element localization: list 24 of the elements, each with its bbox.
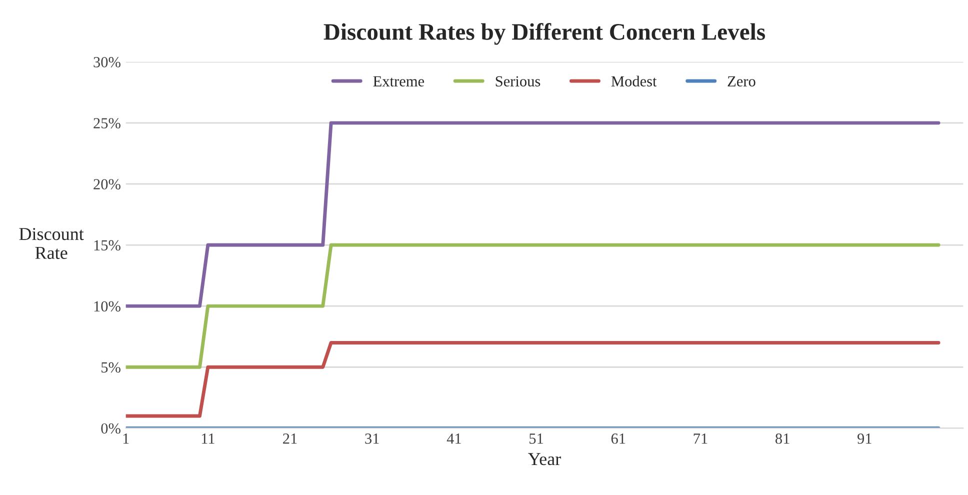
chart-title: Discount Rates by Different Concern Levels (324, 23, 766, 45)
legend-label: Serious (496, 76, 540, 86)
x-tick-label: 71 (694, 434, 708, 444)
x-tick-label: 41 (446, 434, 461, 444)
legend-label: Extreme (373, 76, 424, 86)
y-tick-label: 15% (94, 240, 120, 251)
x-tick-label: 51 (530, 434, 544, 444)
legend-label: Zero (728, 76, 756, 86)
x-tick-label: 61 (611, 434, 626, 444)
y-tick-label: 20% (94, 179, 120, 190)
y-tick-label: 30% (94, 57, 120, 68)
x-tick-label: 11 (202, 434, 214, 444)
y-axis-title: Discount Rate (19, 228, 84, 259)
x-tick-label: 21 (283, 434, 297, 444)
legend-label: Modest (611, 76, 657, 86)
x-tick-label: 31 (365, 434, 379, 444)
y-tick-label: 25% (94, 118, 120, 128)
x-tick-label: 1 (123, 434, 129, 444)
x-tick-label: 81 (776, 433, 790, 444)
x-axis-title: Year (528, 453, 561, 466)
x-tick-label: 91 (858, 434, 872, 444)
y-tick-label: 5% (102, 362, 120, 373)
y-tick-label: 0% (101, 423, 120, 434)
y-tick-label: 10% (94, 301, 120, 312)
